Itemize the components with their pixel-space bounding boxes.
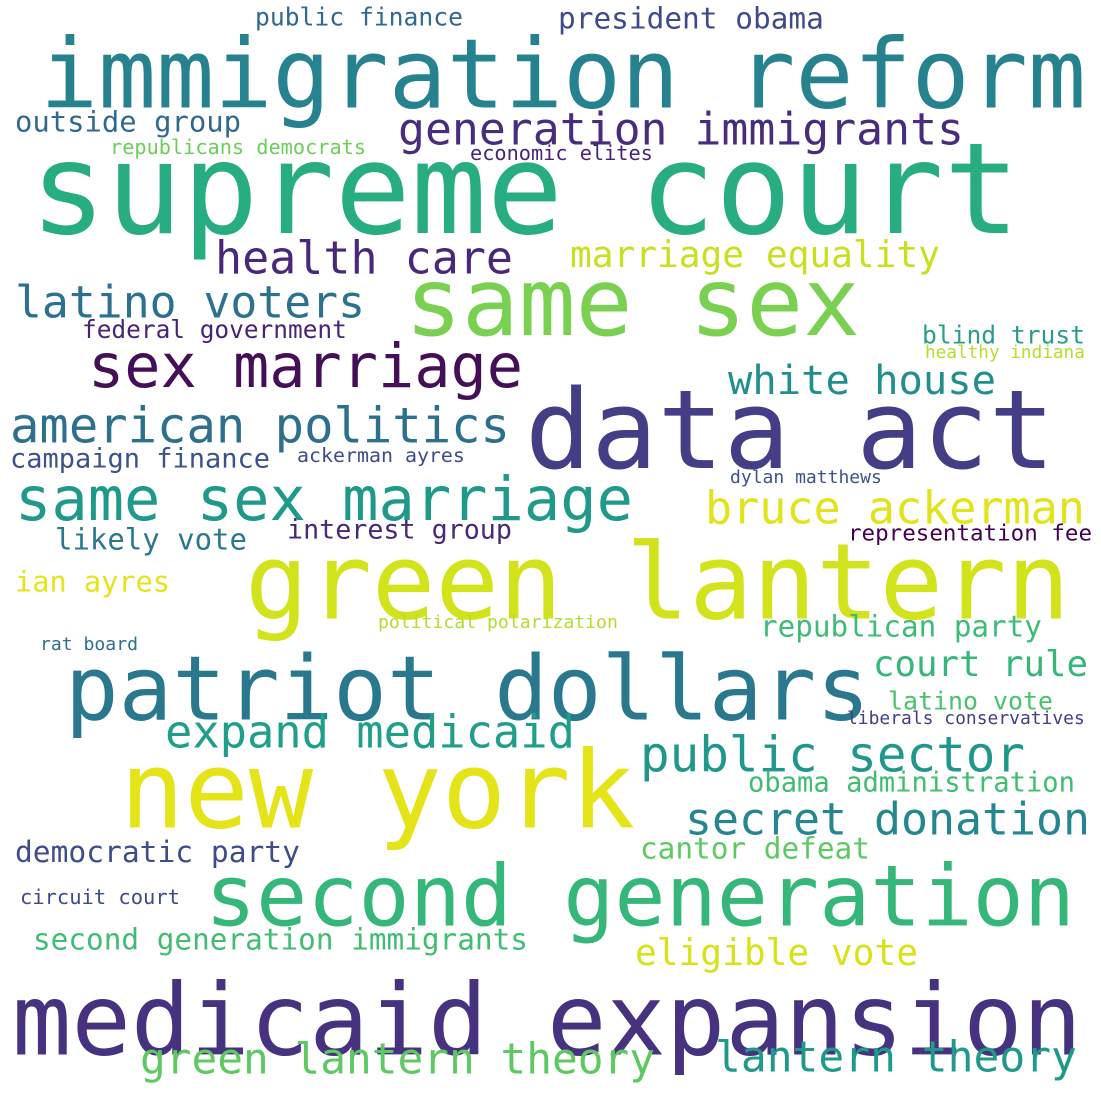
word-interest-group: interest group	[287, 514, 512, 546]
word-ackerman-ayres: ackerman ayres	[297, 444, 465, 468]
word-supreme-court: supreme court	[30, 115, 1020, 263]
word-cantor-defeat: cantor defeat	[640, 831, 870, 866]
word-ian-ayres: ian ayres	[15, 564, 171, 599]
word-second-generation: second generation	[205, 847, 1075, 947]
word-latino-vote: latino vote	[888, 686, 1053, 716]
word-outside-group: outside group	[15, 104, 241, 139]
word-same-sex: same sex	[405, 247, 860, 358]
word-same-sex-marriage: same sex marriage	[15, 464, 633, 535]
word-new-york: new york	[120, 729, 635, 854]
word-political-polarization: political polarization	[378, 611, 618, 633]
word-bruce-ackerman: bruce ackerman	[705, 481, 1085, 535]
word-campaign-finance: campaign finance	[10, 443, 270, 475]
word-medicaid-expansion: medicaid expansion	[12, 963, 1082, 1079]
word-likely-vote: likely vote	[55, 522, 247, 557]
word-health-care: health care	[215, 231, 514, 285]
word-liberals-conservatives: liberals conservatives	[847, 708, 1085, 730]
word-second-generation-immigrants: second generation immigrants	[33, 922, 528, 957]
word-marriage-equality: marriage equality	[570, 232, 940, 276]
word-president-obama: president obama	[558, 1, 824, 36]
word-eligible-vote: eligible vote	[635, 930, 918, 974]
word-rat-board: rat board	[40, 633, 138, 655]
word-sex-marriage: sex marriage	[88, 331, 523, 402]
word-american-politics: american politics	[10, 397, 510, 455]
word-republicans-democrats: republicans democrats	[110, 134, 367, 159]
word-republican-party: republican party	[760, 609, 1042, 644]
word-representation-fee: representation fee	[848, 520, 1093, 547]
word-obama-administration: obama administration	[748, 767, 1075, 799]
word-economic-elites: economic elites	[470, 140, 653, 165]
word-latino-voters: latino voters	[15, 275, 365, 329]
word-democratic-party: democratic party	[15, 835, 300, 870]
word-healthy-indiana: healthy indiana	[925, 343, 1085, 364]
word-secret-donation: secret donation	[685, 792, 1090, 846]
word-circuit-court: circuit court	[20, 884, 180, 909]
word-expand-medicaid: expand medicaid	[165, 705, 575, 759]
word-federal-government: federal government	[82, 314, 347, 344]
word-green-lantern-theory: green lantern theory	[140, 1034, 655, 1085]
word-court-rule: court rule	[873, 644, 1088, 686]
word-white-house: white house	[728, 355, 997, 404]
word-immigration-reform: immigration reform	[40, 17, 1086, 131]
word-green-lantern: green lantern	[245, 520, 1070, 644]
word-lantern-theory: lantern theory	[715, 1032, 1077, 1083]
word-public-finance: public finance	[255, 2, 463, 32]
word-generation-immigrants: generation immigrants	[398, 102, 964, 156]
word-public-sector: public sector	[640, 725, 1025, 784]
word-patriot-dollars: patriot dollars	[65, 637, 870, 742]
word-data-act: data act	[525, 365, 1055, 494]
word-blind-trust: blind trust	[922, 320, 1085, 350]
word-dylan-matthews: dylan matthews	[730, 466, 882, 488]
